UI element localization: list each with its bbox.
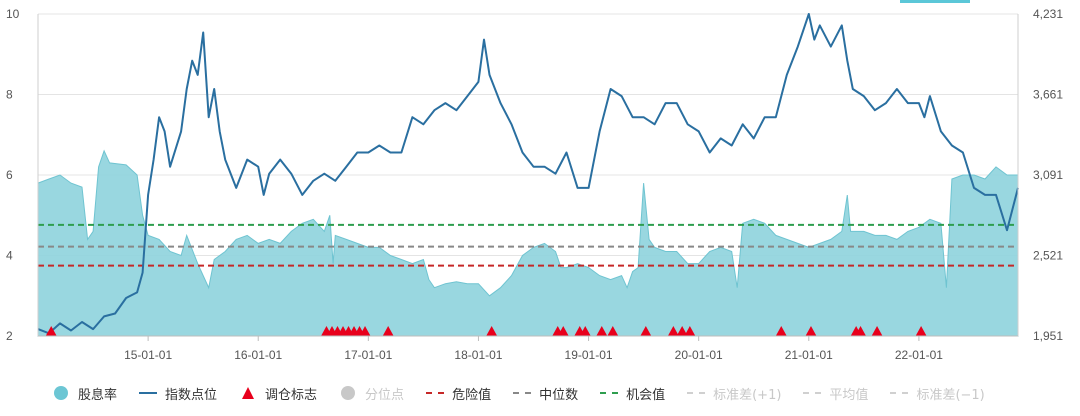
y-left-tick-label: 10 (6, 7, 20, 21)
legend-symbol-icon (50, 386, 72, 400)
x-tick-label: 22-01-01 (895, 348, 943, 362)
yield-area (37, 149, 1019, 337)
x-tick-label: 18-01-01 (454, 348, 502, 362)
rebalance-marker (607, 326, 619, 336)
legend-label: 机会值 (626, 387, 666, 403)
legend-item[interactable]: 平均值 (801, 384, 868, 403)
rebalance-marker (915, 326, 927, 336)
rebalance-marker (557, 326, 569, 336)
y-right-tick-label: 3,661 (1033, 88, 1063, 102)
rebalance-marker (805, 326, 817, 336)
rebalance-marker (45, 326, 57, 336)
dividend-yield-chart: 2 4 6 8 10 1,951 2,521 3,091 3,661 4,231 15-01-01 1… (6, 7, 1063, 362)
rebalance-marker (855, 326, 867, 336)
y-right-tick-label: 3,091 (1033, 168, 1063, 182)
legend-symbol-icon (888, 386, 910, 400)
chart-legend: 股息率 指数点位 调仓标志 分位点 危险值 中位数 机会值 标准差(+1) 平均值 标准差(−1) (50, 382, 1070, 404)
yield-area-layer (37, 149, 1019, 337)
y-left-tick-label: 8 (6, 88, 13, 102)
legend-label: 标准差(+1) (713, 387, 782, 403)
legend-symbol-icon (337, 386, 359, 400)
legend-label: 危险值 (452, 387, 492, 403)
rebalance-marker (596, 326, 608, 336)
legend-label: 调仓标志 (265, 387, 318, 403)
legend-symbol-icon (598, 386, 620, 400)
legend-item[interactable]: 标准差(+1) (685, 384, 781, 403)
x-tick-label: 20-01-01 (675, 348, 723, 362)
rebalance-marker (871, 326, 883, 336)
y-left-tick-label: 4 (6, 249, 13, 263)
legend-item[interactable]: 标准差(−1) (888, 384, 985, 403)
x-tick-label: 16-01-01 (234, 348, 282, 362)
rebalance-marker (775, 326, 787, 336)
legend-item[interactable]: 指数点位 (137, 384, 217, 403)
legend-item[interactable]: 分位点 (337, 384, 404, 403)
axes: 2 4 6 8 10 1,951 2,521 3,091 3,661 4,231 15-01-01 1… (6, 7, 1063, 362)
legend-symbol-icon (424, 386, 446, 400)
legend-item[interactable]: 股息率 (50, 384, 117, 403)
y-right-tick-label: 2,521 (1033, 249, 1063, 263)
legend-label: 指数点位 (165, 387, 218, 403)
legend-label: 中位数 (539, 387, 579, 403)
legend-symbol-icon (685, 386, 707, 400)
legend-symbol-icon (511, 386, 533, 400)
rebalance-marker (359, 326, 371, 336)
legend-item[interactable]: 调仓标志 (237, 384, 317, 403)
x-tick-label: 17-01-01 (344, 348, 392, 362)
y-right-tick-label: 4,231 (1033, 7, 1063, 21)
y-left-tick-label: 2 (6, 329, 13, 343)
y-right-tick-label: 1,951 (1033, 329, 1063, 343)
legend-item[interactable]: 机会值 (598, 384, 665, 403)
scroll-indicator (900, 0, 970, 3)
reference-lines (38, 223, 1018, 267)
legend-label: 标准差(−1) (916, 387, 985, 403)
rebalance-marker (667, 326, 679, 336)
legend-label: 股息率 (78, 387, 118, 403)
legend-item[interactable]: 危险值 (424, 384, 491, 403)
rebalance-marker (579, 326, 591, 336)
rebalance-marker (486, 326, 498, 336)
index-line-layer (37, 13, 1019, 335)
legend-symbol-icon (237, 386, 259, 400)
legend-label: 平均值 (829, 387, 869, 403)
rebalance-marker (640, 326, 652, 336)
rebalance-markers (45, 326, 927, 336)
x-tick-label: 21-01-01 (785, 348, 833, 362)
legend-label: 分位点 (365, 387, 405, 403)
y-left-tick-label: 6 (6, 168, 13, 182)
x-tick-label: 15-01-01 (124, 348, 172, 362)
legend-symbol-icon (801, 386, 823, 400)
x-tick-label: 19-01-01 (565, 348, 613, 362)
rebalance-marker (676, 326, 688, 336)
legend-symbol-icon (137, 386, 159, 400)
rebalance-marker (382, 326, 394, 336)
legend-item[interactable]: 中位数 (511, 384, 578, 403)
rebalance-marker (684, 326, 696, 336)
index-line (37, 13, 1019, 335)
